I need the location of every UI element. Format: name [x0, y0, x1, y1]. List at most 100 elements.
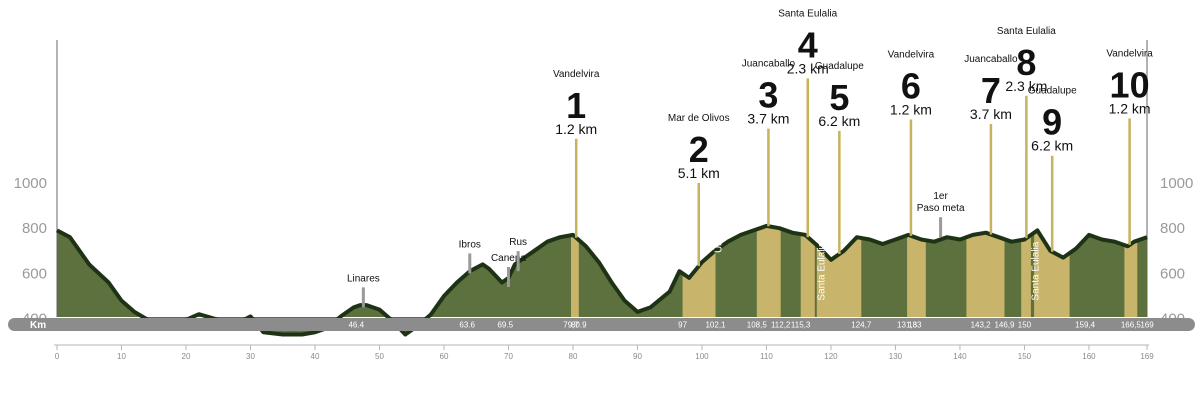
- x-tick-label: 130: [889, 352, 903, 361]
- km-mark-label: 133: [908, 321, 922, 330]
- vertical-place-label: Santa Eulalia: [817, 241, 828, 300]
- y-tick-label-left: 800: [22, 220, 47, 237]
- km-mark-label: 166,5: [1121, 321, 1142, 330]
- vertical-place-label: Santa Eulalia: [1031, 241, 1042, 300]
- segment-location: Vandelvira: [888, 50, 935, 61]
- segment-distance: 1.2 km: [555, 121, 597, 137]
- km-mark-label: 112,2: [771, 321, 791, 330]
- km-mark-label: 63.6: [459, 321, 475, 330]
- segment-location: Guadalupe: [1028, 86, 1077, 97]
- segment-distance: 1.2 km: [1109, 100, 1151, 116]
- km-bar: Km 46.4 63.6 69.5 79,780.9 97 102,1 108,5 112,2…: [8, 318, 1195, 331]
- segment-number: 9: [1042, 102, 1062, 143]
- segment-location: Santa Eulalia: [778, 8, 837, 19]
- segment-number: 2: [689, 129, 709, 170]
- km-mark-label: 46.4: [348, 321, 364, 330]
- segment-distance: 3.7 km: [970, 106, 1012, 122]
- x-tick-label: 100: [695, 352, 709, 361]
- km-mark-label: 97: [678, 321, 687, 330]
- x-tick-label: 169: [1140, 352, 1154, 361]
- x-tick-label: 140: [953, 352, 967, 361]
- x-tick-label: 0: [55, 352, 60, 361]
- vertical-place-label: Úbeda: [711, 223, 724, 253]
- segment-number: 7: [981, 70, 1001, 111]
- segment-number: 4: [798, 24, 818, 65]
- place-label: 1er: [933, 191, 948, 202]
- x-tick-label: 30: [246, 352, 255, 361]
- segment-band-7: [966, 232, 1005, 317]
- segment-distance: 2.3 km: [787, 60, 829, 76]
- x-tick-label: 60: [440, 352, 449, 361]
- y-tick-label-right: 1000: [1160, 175, 1193, 192]
- km-mark-label: 159,4: [1075, 321, 1096, 330]
- segment-number: 6: [901, 66, 921, 107]
- segment-distance: 6.2 km: [1031, 138, 1073, 154]
- km-mark-label: 131,8: [897, 321, 918, 330]
- x-tick-label: 110: [760, 352, 773, 361]
- segment-number: 10: [1110, 64, 1150, 105]
- x-tick-label: 50: [375, 352, 384, 361]
- terrain-area: [57, 225, 1147, 335]
- x-tick-label: 20: [182, 352, 191, 361]
- y-tick-label-right: 600: [1160, 265, 1185, 282]
- segment-bands: [571, 225, 1138, 317]
- x-axis: 0 10 20 30 40 50 60 70 80 90 100 110 120 130 140 150 160…: [54, 344, 1154, 361]
- y-ticks-left: 4006008001000: [14, 175, 47, 328]
- segment-location: Juancaballo: [742, 59, 796, 70]
- km-mark-label: 146,9: [994, 321, 1015, 330]
- segment-number: 8: [1016, 42, 1036, 83]
- place-label: Ibros: [459, 239, 481, 250]
- segment-band-8: [1021, 234, 1031, 317]
- place-label: Rus: [509, 237, 527, 248]
- profile-outline-group: [56, 223, 1148, 337]
- km-mark-label: 150: [1018, 321, 1032, 330]
- x-tick-label: 70: [504, 352, 513, 361]
- segment-distance: 3.7 km: [747, 111, 789, 127]
- km-mark-label: 108,5: [747, 321, 768, 330]
- x-tick-label: 150: [1018, 352, 1032, 361]
- segment-number: 3: [758, 75, 778, 116]
- segment-band-1: [571, 234, 579, 317]
- x-tick-label: 80: [569, 352, 578, 361]
- vertical-labels: Úbeda Santa Eulalia Santa Eulalia: [711, 223, 1041, 300]
- x-tick-label: 160: [1082, 352, 1096, 361]
- place-label: Canena: [491, 253, 526, 264]
- segment-location: Juancaballo: [964, 54, 1018, 65]
- segment-location: Mar de Olivos: [668, 113, 730, 124]
- x-tick-label: 10: [117, 352, 126, 361]
- y-tick-label-right: 800: [1160, 220, 1185, 237]
- y-tick-label-left: 600: [22, 265, 47, 282]
- km-bar-title: Km: [30, 320, 46, 331]
- km-mark-label: 102,1: [705, 321, 726, 330]
- km-mark-label: 169: [1140, 321, 1154, 330]
- segment-location: Vandelvira: [1106, 48, 1153, 59]
- segment-number: 5: [829, 77, 849, 118]
- x-tick-label: 90: [633, 352, 642, 361]
- km-mark-label: 143,2: [971, 321, 992, 330]
- segment-number: 1: [566, 85, 586, 126]
- segment-band-10: [1124, 240, 1138, 317]
- segment-location: Guadalupe: [815, 61, 864, 72]
- x-tick-label: 120: [824, 352, 838, 361]
- segment-band-2: [682, 250, 716, 317]
- segment-location: Vandelvira: [553, 69, 600, 80]
- elevation-profile: [57, 225, 1147, 335]
- km-mark-label: 80.9: [571, 321, 587, 330]
- segment-band-9: [1034, 230, 1070, 317]
- y-tick-label-left: 1000: [14, 175, 47, 192]
- profile-outline: [56, 223, 1148, 337]
- km-mark-label: 79,7: [563, 321, 579, 330]
- segment-location: Santa Eulalia: [997, 26, 1056, 37]
- segment-distance: 2.3 km: [1005, 78, 1047, 94]
- place-label: Linares: [347, 273, 380, 284]
- segment-band-3: [756, 225, 781, 317]
- segment-band-6: [907, 235, 926, 317]
- x-tick-label: 40: [311, 352, 320, 361]
- y-ticks-right: 4006008001000: [1160, 175, 1193, 328]
- km-mark-label: 115,3: [791, 321, 811, 330]
- segment-distance: 1.2 km: [890, 102, 932, 118]
- place-label: Paso meta: [917, 203, 965, 214]
